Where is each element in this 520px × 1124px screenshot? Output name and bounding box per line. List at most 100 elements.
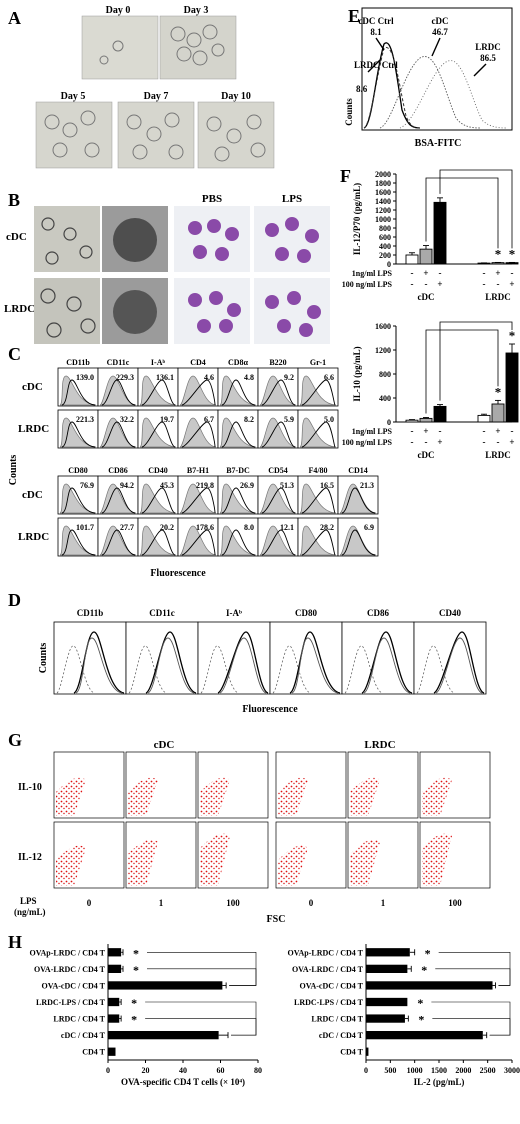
mfi-value: 94.2	[120, 481, 134, 490]
condition-sign: -	[439, 426, 442, 436]
marker-curve	[147, 637, 195, 694]
marker-curve	[141, 487, 176, 514]
x-tick-label: 20	[142, 1066, 150, 1075]
row-label-il12: IL-12	[18, 852, 42, 863]
bar	[366, 1047, 369, 1056]
marker-curve	[61, 529, 96, 556]
marker-curve	[301, 529, 336, 556]
bar	[491, 403, 505, 423]
day-label: Day 5	[61, 91, 86, 102]
em-cell	[113, 290, 157, 334]
condition-sign: -	[425, 279, 428, 289]
bar	[405, 254, 419, 265]
bar	[366, 981, 493, 990]
marker-curve	[141, 379, 176, 406]
scatter-dots	[350, 777, 380, 816]
group-label: LRDC	[485, 450, 511, 460]
category-label: cDC / CD4 T	[319, 1031, 364, 1040]
condition-sign: +	[437, 279, 442, 289]
chart-h-right: 0 500 1000 1500 2000 2500 3000 IL-2 (pg/mL) OVAp…	[288, 944, 520, 1087]
marker-label: CD11c	[107, 358, 130, 367]
marker-label: CD11b	[66, 358, 90, 367]
marker-curve	[289, 631, 341, 694]
y-tick-label: 400	[379, 394, 391, 403]
group-label: cDC	[418, 450, 435, 460]
comparison-bracket	[147, 968, 257, 986]
bar	[108, 1031, 219, 1040]
scatter-dots	[278, 777, 308, 816]
row-label: cDC	[6, 231, 27, 243]
panel-b-images: PBS LPS cDC LRDC	[4, 193, 330, 344]
mfi-value: 20.2	[160, 523, 174, 532]
panel-e-xlabel: BSA-FITC	[415, 138, 462, 149]
panel-label-d: D	[8, 590, 21, 610]
comparison-bracket	[439, 321, 513, 401]
x-tick-label: 2000	[455, 1066, 471, 1075]
lps-dose-label: 100	[226, 898, 240, 908]
marker-curve	[181, 529, 216, 556]
isotype-curve	[56, 645, 95, 694]
micrograph	[159, 15, 237, 80]
mfi-value: 26.9	[240, 481, 254, 490]
marker-curve	[101, 379, 136, 406]
marker-curve	[341, 487, 376, 514]
scatter-dots	[200, 777, 230, 816]
isotype-curve	[219, 375, 257, 406]
mfi-value: 32.2	[120, 415, 134, 424]
marker-curve	[101, 529, 136, 556]
y-tick-label: 800	[379, 224, 391, 233]
scatter-dots	[278, 845, 308, 886]
bar	[108, 1014, 120, 1023]
cell-cluster	[44, 110, 266, 162]
condition-label: 100 ng/ml LPS	[342, 280, 393, 289]
scatter-dots	[350, 839, 380, 886]
condition-sign: +	[495, 426, 500, 436]
marker-curve	[261, 421, 296, 448]
isotype-curve	[339, 525, 377, 556]
marker-curve	[141, 529, 176, 556]
bar	[108, 1047, 116, 1056]
mfi-value: 16.5	[320, 481, 334, 490]
micrograph	[117, 101, 195, 169]
y-tick-label: 1200	[375, 206, 391, 215]
bar	[419, 417, 433, 423]
scatter-dots	[422, 833, 452, 886]
category-label: CD4 T	[340, 1048, 363, 1057]
marker-curve	[291, 637, 339, 694]
y-tick-label: 200	[379, 251, 391, 260]
isotype-curve	[179, 417, 217, 448]
histogram-curve-lrdc-ctrl	[363, 46, 421, 129]
marker-curve	[301, 379, 336, 406]
marker-label: CD80	[68, 466, 88, 475]
annotation-lrdc-ctrl-value: 8.6	[356, 84, 368, 94]
marker-label: CD40	[148, 466, 168, 475]
isotype-curve	[272, 645, 311, 694]
isotype-curve	[128, 645, 167, 694]
scatter-dots	[128, 777, 158, 816]
marker-label: CD80	[295, 608, 317, 618]
x-axis-label: OVA-specific CD4 T cells (× 10⁴)	[121, 1077, 245, 1087]
marker-curve	[261, 379, 296, 406]
comparison-bracket	[425, 177, 499, 249]
isotype-curve	[299, 417, 337, 448]
row-label-il10: IL-10	[18, 782, 42, 793]
marker-curve	[363, 637, 411, 694]
panel-c-row-label: cDC	[22, 381, 43, 393]
mfi-value: 5.9	[284, 415, 294, 424]
comparison-bracket	[435, 968, 511, 986]
category-label: OVA-LRDC / CD4 T	[34, 965, 106, 974]
y-tick-label: 1800	[375, 179, 391, 188]
mfi-value: 219.8	[196, 481, 214, 490]
annotation-lrdc-ctrl: LRDC Ctrl	[354, 60, 398, 70]
condition-sign: +	[509, 437, 514, 447]
significance-star: *	[133, 946, 139, 960]
scatter-dots	[200, 833, 230, 886]
condition-sign: +	[437, 437, 442, 447]
mfi-value: 6.7	[204, 415, 214, 424]
y-tick-label: 1600	[375, 322, 391, 331]
mfi-value: 4.6	[204, 373, 214, 382]
row-label: LRDC	[4, 303, 35, 315]
category-label: LRDC-LPS / CD4 T	[36, 998, 106, 1007]
column-label: PBS	[202, 193, 222, 205]
marker-label: B7-H1	[187, 466, 209, 475]
